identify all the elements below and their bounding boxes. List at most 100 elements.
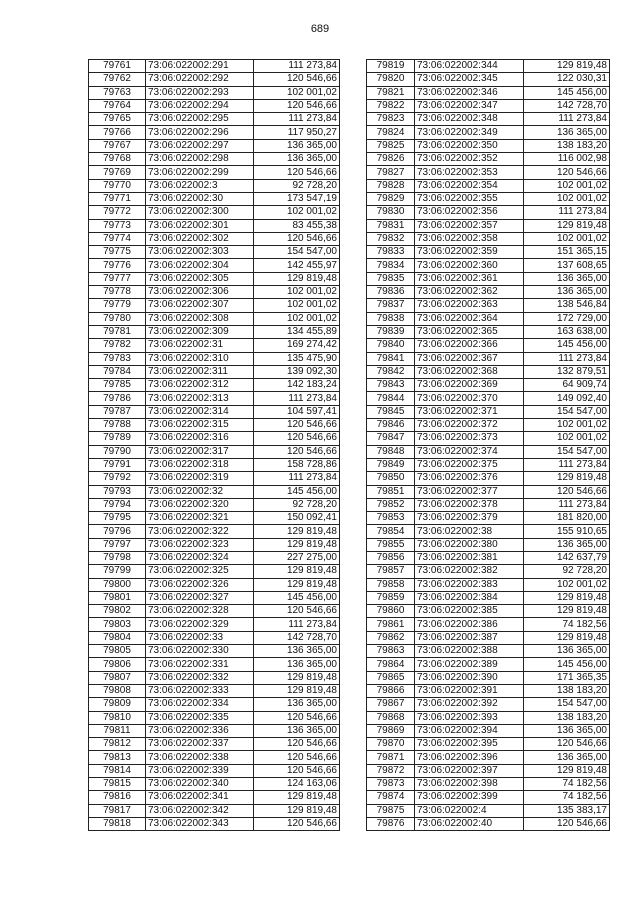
table-row: 79848 73:06:022002:374 154 547,00 — [366, 444, 610, 459]
cadastral-number: 73:06:022002:388 — [414, 644, 524, 659]
row-number: 79789 — [88, 431, 146, 446]
cadastral-number: 73:06:022002:365 — [414, 324, 524, 340]
row-number: 79768 — [88, 152, 146, 167]
cadastral-value: 102 001,02 — [253, 205, 340, 220]
cadastral-value: 102 001,02 — [523, 418, 610, 433]
cadastral-value: 111 273,84 — [253, 391, 340, 406]
cadastral-number: 73:06:022002:294 — [145, 98, 254, 114]
table-row: 79815 73:06:022002:340 124 163,06 — [88, 777, 340, 792]
right-table: 79819 73:06:022002:344 129 819,48 79820 73:0… — [366, 58, 610, 832]
row-number: 79762 — [88, 72, 146, 87]
table-row: 79778 73:06:022002:306 102 001,02 — [88, 285, 340, 300]
cadastral-number: 73:06:022002:325 — [145, 564, 254, 579]
table-row: 79796 73:06:022002:322 129 819,48 — [88, 524, 340, 539]
table-row: 79764 73:06:022002:294 120 546,66 — [88, 98, 340, 114]
row-number: 79841 — [366, 351, 415, 366]
row-number: 79845 — [366, 404, 415, 420]
row-number: 79781 — [88, 324, 146, 340]
table-row: 79857 73:06:022002:382 92 728,20 — [366, 564, 610, 579]
cadastral-value: 155 910,65 — [523, 524, 610, 539]
cadastral-number: 73:06:022002:353 — [414, 165, 524, 180]
cadastral-value: 129 819,48 — [523, 604, 610, 619]
table-row: 79816 73:06:022002:341 129 819,48 — [88, 790, 340, 805]
row-number: 79871 — [366, 750, 415, 765]
row-number: 79817 — [88, 803, 146, 818]
table-row: 79822 73:06:022002:347 142 728,70 — [366, 98, 610, 114]
cadastral-value: 111 273,84 — [253, 617, 340, 632]
cadastral-number: 73:06:022002:332 — [145, 670, 254, 685]
cadastral-number: 73:06:022002:398 — [414, 777, 524, 792]
cadastral-number: 73:06:022002:335 — [145, 710, 254, 725]
row-number: 79846 — [366, 418, 415, 433]
cadastral-number: 73:06:022002:309 — [145, 324, 254, 340]
table-row: 79819 73:06:022002:344 129 819,48 — [366, 58, 610, 74]
cadastral-number: 73:06:022002:389 — [414, 657, 524, 672]
row-number: 79864 — [366, 657, 415, 672]
cadastral-value: 145 456,00 — [523, 338, 610, 353]
cadastral-number: 73:06:022002:358 — [414, 231, 524, 247]
cadastral-number: 73:06:022002:373 — [414, 431, 524, 446]
cadastral-number: 73:06:022002:4 — [414, 803, 524, 818]
row-number: 79855 — [366, 537, 415, 552]
cadastral-number: 73:06:022002:382 — [414, 564, 524, 579]
cadastral-number: 73:06:022002:304 — [145, 258, 254, 273]
row-number: 79788 — [88, 418, 146, 433]
cadastral-value: 142 637,79 — [523, 550, 610, 566]
table-row: 79792 73:06:022002:319 111 273,84 — [88, 471, 340, 486]
row-number: 79777 — [88, 271, 146, 287]
cadastral-value: 136 365,00 — [253, 152, 340, 167]
table-row: 79823 73:06:022002:348 111 273,84 — [366, 112, 610, 127]
cadastral-number: 73:06:022002:395 — [414, 737, 524, 752]
cadastral-value: 102 001,02 — [253, 85, 340, 100]
row-number: 79854 — [366, 524, 415, 539]
row-number: 79827 — [366, 165, 415, 180]
table-row: 79856 73:06:022002:381 142 637,79 — [366, 550, 610, 566]
cadastral-value: 129 819,48 — [523, 218, 610, 233]
cadastral-number: 73:06:022002:343 — [145, 816, 254, 832]
row-number: 79764 — [88, 98, 146, 114]
table-row: 79799 73:06:022002:325 129 819,48 — [88, 564, 340, 579]
row-number: 79809 — [88, 697, 146, 712]
table-row: 79836 73:06:022002:362 136 365,00 — [366, 285, 610, 300]
cadastral-number: 73:06:022002:387 — [414, 630, 524, 646]
cadastral-value: 169 274,42 — [253, 338, 340, 353]
table-row: 79783 73:06:022002:310 135 475,90 — [88, 351, 340, 366]
cadastral-value: 111 273,84 — [253, 471, 340, 486]
cadastral-number: 73:06:022002:296 — [145, 125, 254, 140]
table-row: 79817 73:06:022002:342 129 819,48 — [88, 803, 340, 818]
cadastral-value: 139 092,30 — [253, 364, 340, 380]
cadastral-number: 73:06:022002:377 — [414, 484, 524, 499]
row-number: 79857 — [366, 564, 415, 579]
cadastral-value: 74 182,56 — [523, 777, 610, 792]
cadastral-number: 73:06:022002:367 — [414, 351, 524, 366]
row-number: 79784 — [88, 364, 146, 380]
cadastral-value: 120 546,66 — [253, 72, 340, 87]
cadastral-value: 83 455,38 — [253, 218, 340, 233]
row-number: 79766 — [88, 125, 146, 140]
cadastral-number: 73:06:022002:330 — [145, 644, 254, 659]
cadastral-value: 120 546,66 — [523, 484, 610, 499]
table-row: 79765 73:06:022002:295 111 273,84 — [88, 112, 340, 127]
table-row: 79859 73:06:022002:384 129 819,48 — [366, 590, 610, 606]
table-row: 79797 73:06:022002:323 129 819,48 — [88, 537, 340, 552]
cadastral-number: 73:06:022002:369 — [414, 378, 524, 393]
cadastral-number: 73:06:022002:314 — [145, 404, 254, 420]
row-number: 79772 — [88, 205, 146, 220]
row-number: 79761 — [88, 58, 146, 74]
cadastral-number: 73:06:022002:342 — [145, 803, 254, 818]
cadastral-value: 74 182,56 — [523, 790, 610, 805]
row-number: 79839 — [366, 324, 415, 340]
row-number: 79776 — [88, 258, 146, 273]
row-number: 79823 — [366, 112, 415, 127]
cadastral-value: 120 546,66 — [253, 444, 340, 459]
table-row: 79806 73:06:022002:331 136 365,00 — [88, 657, 340, 672]
row-number: 79865 — [366, 670, 415, 685]
table-row: 79865 73:06:022002:390 171 365,35 — [366, 670, 610, 685]
row-number: 79802 — [88, 604, 146, 619]
cadastral-number: 73:06:022002:315 — [145, 418, 254, 433]
row-number: 79876 — [366, 816, 415, 832]
cadastral-number: 73:06:022002:347 — [414, 98, 524, 114]
table-row: 79821 73:06:022002:346 145 456,00 — [366, 85, 610, 100]
row-number: 79833 — [366, 245, 415, 260]
table-row: 79846 73:06:022002:372 102 001,02 — [366, 418, 610, 433]
